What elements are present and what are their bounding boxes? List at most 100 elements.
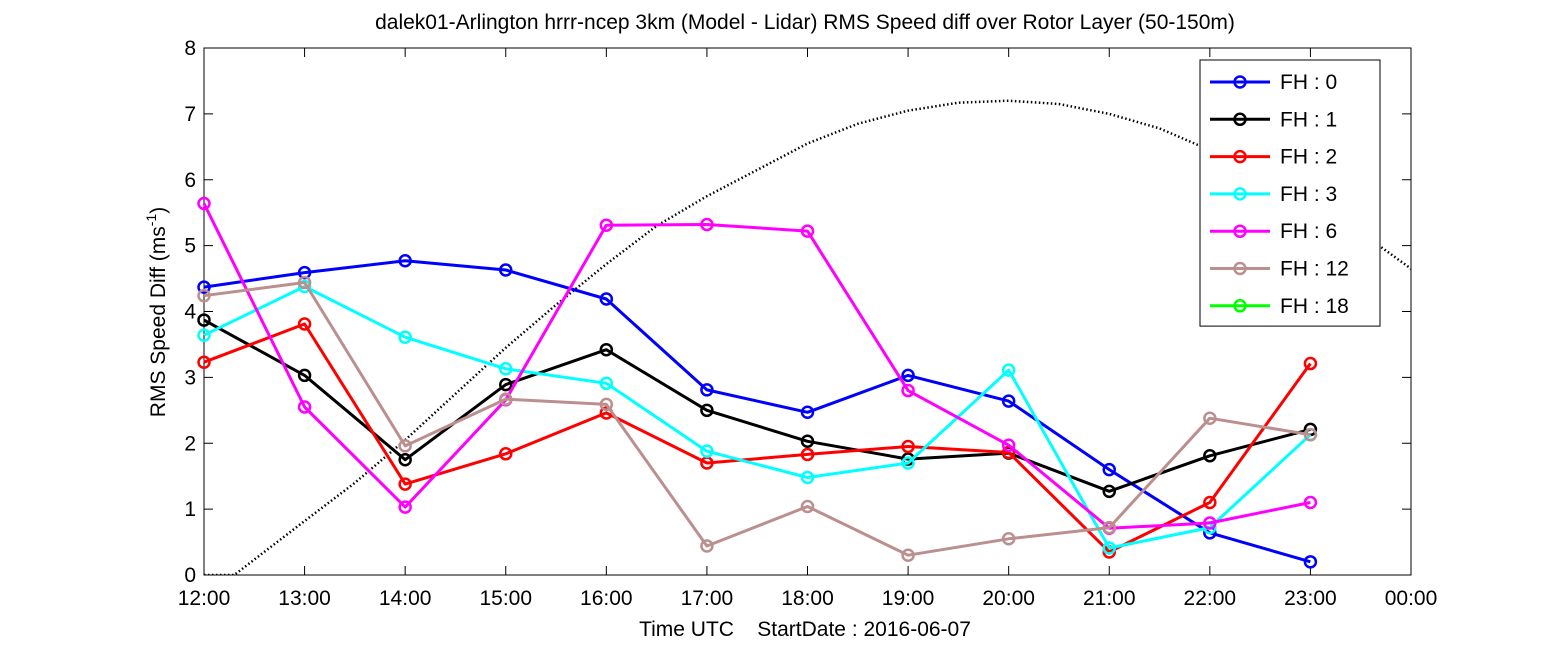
data-point [499, 263, 513, 277]
data-point [1102, 520, 1116, 535]
data-point [1203, 495, 1217, 510]
y-axis-label-superscript: -1 [143, 214, 159, 227]
x-tick-label: 23:00 [1284, 587, 1337, 610]
legend-marker [1233, 75, 1247, 89]
data-point [398, 452, 412, 467]
x-axis: 12:00 13:00 14:00 15:00 16:00 17:00 18:00 19:00… [178, 48, 1438, 610]
data-point [297, 368, 312, 383]
x-tick-label: 19:00 [882, 587, 935, 610]
data-point [197, 288, 211, 303]
series-line [203, 259, 1311, 564]
data-point [901, 548, 915, 562]
x-tick-label: 16:00 [580, 587, 633, 610]
data-point [297, 279, 312, 294]
data-point [800, 224, 815, 238]
data-point [1203, 516, 1217, 530]
data-point [700, 403, 714, 418]
x-tick-label: 00:00 [1385, 587, 1438, 610]
data-point [398, 500, 412, 514]
data-point [1001, 532, 1016, 546]
legend-marker [1233, 261, 1247, 276]
x-tick-label: 14:00 [379, 587, 432, 610]
data-point [197, 196, 211, 211]
legend-entry: FH : 18 [1280, 295, 1349, 318]
data-point [297, 400, 312, 414]
y-tick-label: 0 [184, 564, 196, 587]
y-axis: 0 1 2 3 4 5 6 7 8 [184, 37, 1411, 587]
data-point [1001, 438, 1016, 452]
data-point [800, 499, 815, 514]
y-tick-label: 7 [184, 103, 196, 126]
series-line [203, 281, 1311, 557]
series-6 [197, 275, 1318, 562]
data-point [1203, 411, 1217, 425]
data-point [398, 330, 412, 344]
data-point [901, 383, 915, 398]
y-tick-label: 5 [184, 235, 196, 258]
legend-entry: FH : 1 [1280, 108, 1337, 131]
data-point [1303, 555, 1318, 569]
data-point [197, 280, 211, 294]
x-tick-label: 17:00 [681, 587, 734, 610]
data-point [398, 254, 412, 268]
data-point [599, 376, 614, 391]
y-axis-label-main: RMS Speed Diff (ms [147, 226, 170, 417]
y-tick-label: 1 [184, 498, 196, 521]
data-point [499, 377, 513, 392]
data-point [901, 368, 915, 383]
data-point [599, 397, 614, 412]
data-point [1001, 394, 1016, 408]
legend-marker [1233, 187, 1247, 201]
data-point [599, 342, 614, 357]
series-line [203, 318, 1311, 493]
x-tick-label: 21:00 [1083, 587, 1136, 610]
legend-entry: FH : 12 [1280, 258, 1349, 281]
data-point [1102, 484, 1116, 499]
data-point [800, 405, 815, 420]
legend-entry: FH : 3 [1280, 183, 1337, 206]
legend-entry: FH : 0 [1280, 71, 1337, 94]
data-point [297, 275, 312, 290]
data-point [700, 444, 714, 458]
y-tick-label: 3 [184, 366, 196, 389]
series-group [197, 196, 1318, 569]
data-point [1303, 427, 1318, 442]
legend-entry: FH : 2 [1280, 146, 1337, 169]
y-tick-label: 4 [184, 301, 196, 324]
legend-marker [1233, 112, 1247, 127]
data-point [197, 313, 211, 327]
data-point [1001, 363, 1016, 377]
data-point [398, 477, 412, 491]
y-axis-label-end: ) [147, 207, 170, 214]
x-tick-label: 22:00 [1184, 587, 1237, 610]
data-point [700, 383, 714, 397]
series-1 [197, 254, 1318, 569]
data-point [297, 317, 312, 331]
x-tick-label: 18:00 [781, 587, 834, 610]
data-point [700, 217, 714, 232]
x-tick-label: 20:00 [982, 587, 1035, 610]
data-point [599, 218, 614, 232]
data-point [197, 328, 211, 342]
data-point [800, 434, 815, 449]
data-point [700, 539, 714, 553]
data-point [1102, 462, 1116, 477]
data-point [197, 355, 211, 369]
data-point [1303, 356, 1318, 371]
data-point [499, 447, 513, 461]
y-tick-label: 2 [184, 432, 196, 455]
series-line [202, 202, 1311, 530]
data-point [800, 470, 815, 485]
y-axis-label: RMS Speed Diff (ms-1) [143, 207, 170, 417]
legend-entry: FH : 6 [1280, 220, 1337, 243]
x-axis-label: Time UTC StartDate : 2016-06-07 [639, 618, 971, 641]
data-point [1102, 541, 1116, 555]
data-point [1303, 495, 1318, 510]
x-tick-label: 12:00 [178, 587, 231, 610]
series-line [203, 285, 1312, 550]
legend-marker [1233, 149, 1247, 164]
data-point [800, 447, 815, 462]
y-tick-label: 6 [184, 169, 196, 192]
data-point [901, 439, 915, 454]
legend-marker [1233, 224, 1247, 238]
